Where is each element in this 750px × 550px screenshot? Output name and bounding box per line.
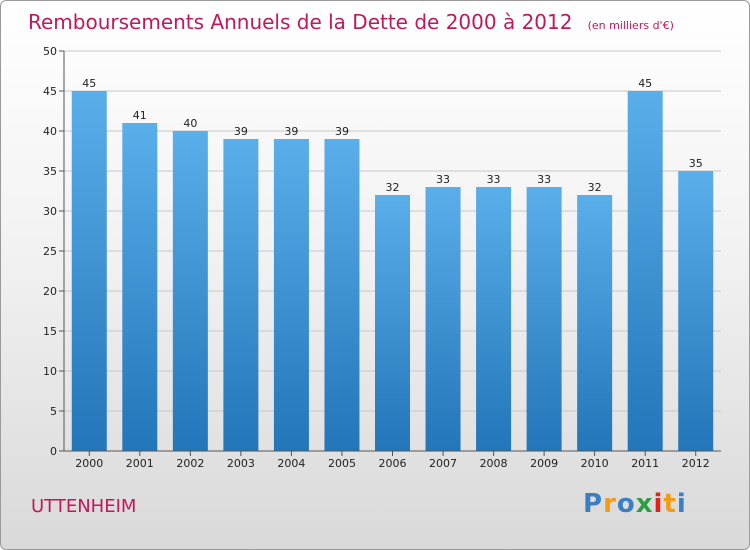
value-label: 45 <box>82 77 96 90</box>
location-name: UTTENHEIM <box>31 496 137 517</box>
brand-letter: t <box>663 489 677 519</box>
bar-2004 <box>273 139 309 451</box>
y-tick-label: 30 <box>43 205 57 218</box>
brand-letter: r <box>603 489 617 519</box>
x-tick-label: 2004 <box>277 457 305 470</box>
value-label: 39 <box>234 125 248 138</box>
y-tick-label: 25 <box>43 245 57 258</box>
y-tick-label: 20 <box>43 285 57 298</box>
y-tick-label: 35 <box>43 165 57 178</box>
x-tick-label: 2009 <box>530 457 558 470</box>
y-tick-label: 50 <box>43 45 57 58</box>
brand-logo[interactable]: Proxiti <box>583 489 687 519</box>
value-label: 40 <box>183 117 197 130</box>
bar-2006 <box>375 195 410 451</box>
x-tick-label: 2007 <box>429 457 457 470</box>
bar-2002 <box>172 131 208 451</box>
bars: 45 41 40 39 39 39 32 33 33 33 32 45 35 <box>71 77 714 451</box>
x-tick-label: 2006 <box>379 457 407 470</box>
brand-letter: i <box>653 489 664 519</box>
bar-2012 <box>678 171 714 451</box>
value-label: 41 <box>133 109 147 122</box>
bar-2011 <box>627 91 663 451</box>
value-label: 39 <box>335 125 349 138</box>
bar-2010 <box>577 195 613 451</box>
x-tick-label: 2005 <box>328 457 356 470</box>
value-label: 33 <box>436 173 450 186</box>
bar-2009 <box>526 187 562 451</box>
y-tick-label: 40 <box>43 125 57 138</box>
value-label: 33 <box>487 173 501 186</box>
bar-2001 <box>122 123 158 451</box>
x-tick-label: 2011 <box>631 457 659 470</box>
value-label: 35 <box>689 157 703 170</box>
brand-letter: P <box>583 489 604 519</box>
y-tick-label: 45 <box>43 85 57 98</box>
value-label: 32 <box>386 181 400 194</box>
bar-2003 <box>223 139 259 451</box>
y-axis: 0 5 10 15 20 25 30 35 40 45 50 <box>43 45 65 458</box>
x-tick-label: 2003 <box>227 457 255 470</box>
x-tick-label: 2012 <box>682 457 710 470</box>
value-label: 32 <box>588 181 602 194</box>
bar-2005 <box>324 139 360 451</box>
chart-title-main: Remboursements Annuels de la Dette de 20… <box>28 10 572 34</box>
chart-title: Remboursements Annuels de la Dette de 20… <box>28 10 674 34</box>
brand-letter: x <box>635 489 654 519</box>
value-label: 45 <box>638 77 652 90</box>
y-tick-label: 15 <box>43 325 57 338</box>
x-tick-label: 2008 <box>480 457 508 470</box>
chart-title-unit: (en milliers d'€) <box>588 19 674 32</box>
bar-2008 <box>476 187 512 451</box>
y-tick-label: 0 <box>50 445 57 458</box>
x-axis: 2000 2001 2002 2003 2004 2005 2006 2007 2008 2009… <box>64 450 721 470</box>
bar-2000 <box>71 91 107 451</box>
bar-2007 <box>425 187 461 451</box>
value-label: 33 <box>537 173 551 186</box>
x-tick-label: 2010 <box>581 457 609 470</box>
value-label: 39 <box>284 125 298 138</box>
y-tick-label: 5 <box>50 405 57 418</box>
x-tick-label: 2001 <box>126 457 154 470</box>
y-tick-label: 10 <box>43 365 57 378</box>
x-tick-label: 2000 <box>75 457 103 470</box>
x-tick-label: 2002 <box>176 457 204 470</box>
brand-letter: i <box>676 489 687 519</box>
brand-letter: o <box>616 489 636 519</box>
